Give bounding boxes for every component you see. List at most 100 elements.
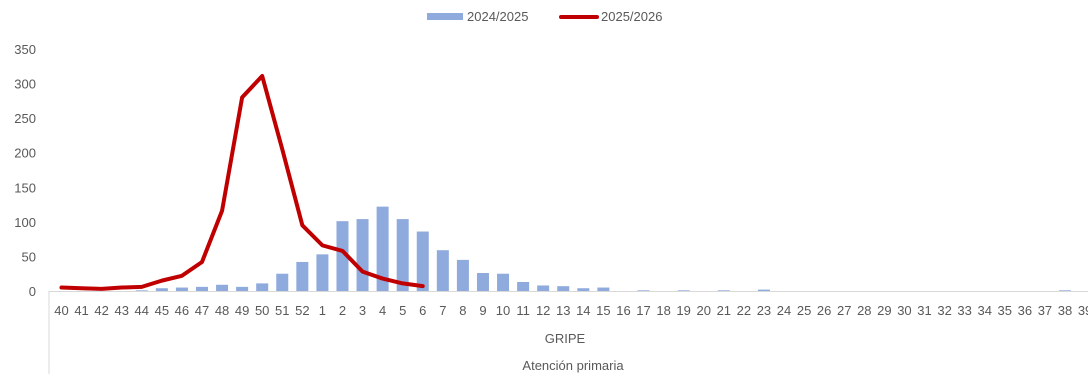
bar	[677, 290, 690, 291]
x-tick-label: 31	[917, 303, 931, 318]
y-tick-label: 200	[14, 146, 36, 161]
line-series-2025-2026	[59, 73, 425, 291]
x-tick-label: 18	[656, 303, 670, 318]
x-tick-label: 36	[1018, 303, 1032, 318]
legend-label-2025-2026: 2025/2026	[601, 9, 662, 24]
x-tick-label: 46	[175, 303, 189, 318]
bar	[256, 283, 269, 291]
x-tick-label: 26	[817, 303, 831, 318]
bar	[135, 290, 148, 291]
x-tick-label: 47	[195, 303, 209, 318]
x-tick-label: 32	[937, 303, 951, 318]
x-tick-label: 20	[697, 303, 711, 318]
x-tick-label: 27	[837, 303, 851, 318]
x-tick-label: 3	[359, 303, 366, 318]
x-tick-label: 30	[897, 303, 911, 318]
bar-series-2024-2025	[135, 206, 1071, 291]
bar	[236, 286, 249, 291]
y-tick-label: 50	[22, 249, 36, 264]
x-tick-label: 6	[419, 303, 426, 318]
x-tick-label: 34	[977, 303, 991, 318]
x-tick-label: 1	[319, 303, 326, 318]
bar	[637, 290, 650, 291]
y-tick-label: 250	[14, 111, 36, 126]
legend: 2024/2025 2025/2026	[427, 9, 662, 24]
x-tick-label: 8	[459, 303, 466, 318]
x-tick-label: 33	[957, 303, 971, 318]
x-tick-label: 7	[439, 303, 446, 318]
x-tick-label: 49	[235, 303, 249, 318]
x-tick-label: 37	[1038, 303, 1052, 318]
x-tick-label: 13	[556, 303, 570, 318]
bar	[175, 287, 188, 291]
bar	[497, 273, 510, 291]
x-tick-label: 14	[576, 303, 590, 318]
bar	[316, 254, 329, 291]
x-tick-label: 15	[596, 303, 610, 318]
x-tick-label: 28	[857, 303, 871, 318]
x-tick-label: 39	[1078, 303, 1088, 318]
x-tick-label: 21	[717, 303, 731, 318]
x-tick-label: 22	[737, 303, 751, 318]
bar	[757, 289, 770, 291]
x-tick-label: 43	[114, 303, 128, 318]
x-tick-label: 45	[155, 303, 169, 318]
x-tick-label: 17	[636, 303, 650, 318]
x-tick-label: 52	[295, 303, 309, 318]
x-tick-label: 23	[757, 303, 771, 318]
legend-label-2024-2025: 2024/2025	[467, 9, 528, 24]
y-tick-label: 350	[14, 42, 36, 57]
y-tick-label: 0	[29, 284, 36, 299]
x-tick-label: 40	[54, 303, 68, 318]
bar	[517, 282, 530, 291]
bar	[216, 284, 229, 291]
x-tick-label: 11	[516, 303, 530, 318]
x-tick-label: 48	[215, 303, 229, 318]
x-tick-label: 42	[94, 303, 108, 318]
bar	[296, 261, 309, 291]
bar	[436, 250, 449, 291]
bar	[396, 219, 409, 291]
bar	[557, 286, 570, 291]
x-tick-label: 10	[496, 303, 510, 318]
legend-swatch-2024-2025	[427, 13, 463, 20]
y-axis: 0 50 100 150 200 250 300 350	[14, 42, 36, 299]
y-tick-label: 100	[14, 215, 36, 230]
category-group-label-atencion-primaria: Atención primaria	[522, 358, 624, 373]
x-tick-label: 5	[399, 303, 406, 318]
bar	[1059, 290, 1071, 291]
y-tick-label: 150	[14, 180, 36, 195]
x-tick-label: 51	[275, 303, 289, 318]
x-tick-label: 2	[339, 303, 346, 318]
x-tick-label: 41	[74, 303, 88, 318]
bar	[276, 273, 289, 291]
x-tick-label: 24	[777, 303, 791, 318]
x-tick-label: 16	[616, 303, 630, 318]
bar	[476, 273, 489, 291]
x-tick-label: 38	[1058, 303, 1072, 318]
bar	[376, 206, 389, 291]
x-axis-ticks: 40 41 42 43 44 45 46 47 48 49 50 51 52 1 2 3 4 5 6 7 8 9 10 11 1…	[54, 303, 1088, 318]
bar	[155, 288, 168, 291]
bar	[195, 286, 208, 291]
x-tick-label: 9	[479, 303, 486, 318]
bar	[597, 287, 610, 291]
x-tick-label: 44	[135, 303, 149, 318]
category-group-label-gripe: GRIPE	[545, 331, 586, 346]
bar	[416, 231, 429, 291]
bar	[356, 219, 369, 291]
x-tick-label: 19	[676, 303, 690, 318]
x-tick-label: 12	[536, 303, 550, 318]
x-tick-label: 4	[379, 303, 386, 318]
x-tick-label: 35	[998, 303, 1012, 318]
bar	[537, 285, 550, 291]
x-tick-label: 29	[877, 303, 891, 318]
bar	[336, 221, 349, 291]
bar	[717, 290, 730, 291]
x-tick-label: 50	[255, 303, 269, 318]
bar	[456, 259, 469, 291]
x-tick-label: 25	[797, 303, 811, 318]
bar	[577, 288, 590, 291]
y-tick-label: 300	[14, 77, 36, 92]
